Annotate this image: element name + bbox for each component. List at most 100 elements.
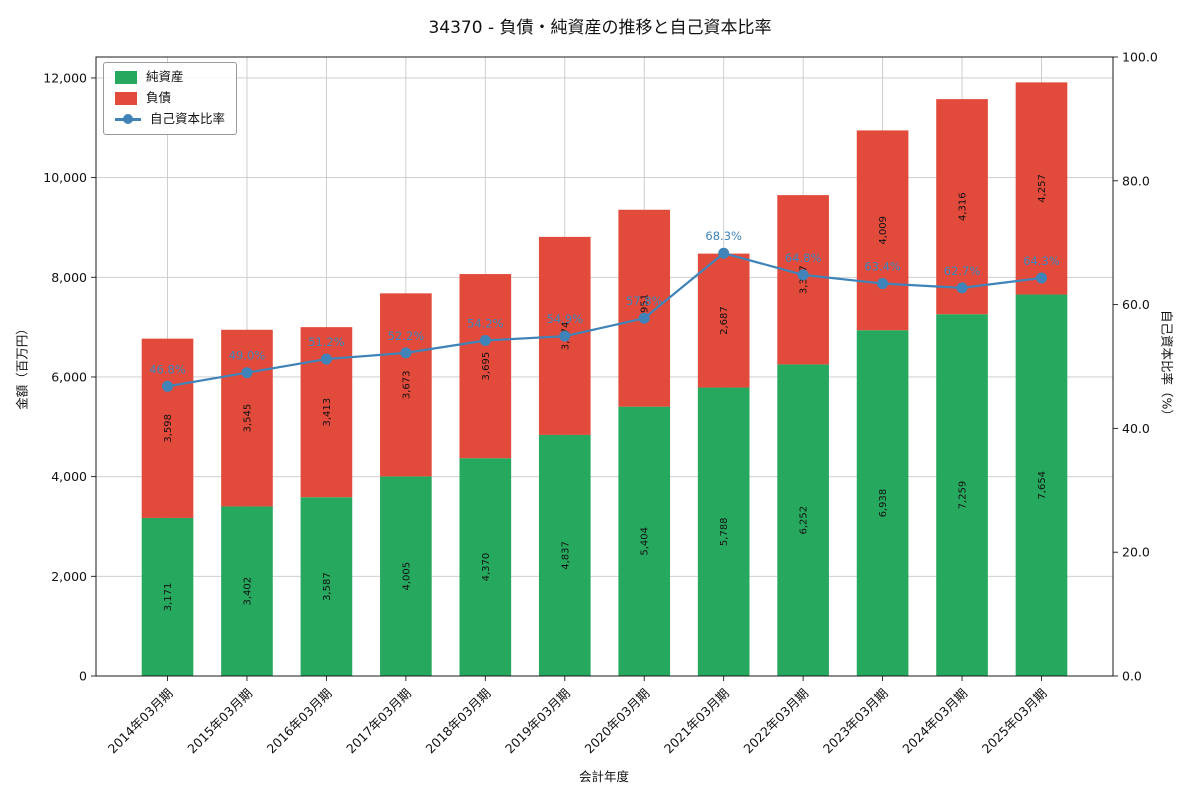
bar-value-labels: 3,171 3,598 3,402 3,545 3,587 3,413 4,005 3,673… <box>163 174 1048 611</box>
bar-segment-liability <box>697 253 750 388</box>
axis-ticks <box>91 56 1118 681</box>
liability-value-label: 3,598 <box>163 414 174 443</box>
legend-label-equity: 純資産 <box>146 69 184 85</box>
ratio-marker <box>400 347 412 359</box>
x-tick-label: 2025年03月期 <box>979 686 1050 757</box>
x-tick-label: 2018年03月期 <box>423 686 494 757</box>
y-axis-right-tick-labels: 0.0 20.0 40.0 60.0 80.0 100.0 <box>1122 50 1158 684</box>
bar-segment-liability <box>459 274 512 459</box>
y-axis-right-title: 自己資本比率（%） <box>1159 310 1175 422</box>
svg-text:10,000: 10,000 <box>43 170 87 185</box>
chart-title: 34370 - 負債・純資産の推移と自己資本比率 <box>428 18 772 38</box>
y-axis-left-title: 金額（百万円） <box>14 322 30 410</box>
bar-segment-equity <box>697 387 750 676</box>
ratio-marker <box>479 335 491 347</box>
bar-segment-liability <box>1015 82 1068 295</box>
ratio-percent-label: 64.8% <box>785 251 822 265</box>
bar-segment-equity <box>936 314 988 676</box>
equity-value-label: 3,587 <box>322 572 333 601</box>
ratio-percent-label: 46.8% <box>149 362 186 376</box>
bar-segment-equity <box>459 458 512 676</box>
ratio-marker <box>638 312 650 324</box>
x-tick-label: 2023年03月期 <box>820 686 891 757</box>
ratio-marker <box>1035 272 1047 284</box>
legend-item-equity: 純資産 <box>115 71 225 84</box>
ratio-percent-labels: 46.8% 49.0% 51.2% 52.2% 54.2% 54.9% 57.8% 68.3%… <box>149 229 1060 376</box>
legend-label-liabilities: 負債 <box>146 90 172 106</box>
x-axis-tick-labels: 2014年03月期 2015年03月期 2016年03月期 2017年03月期 2018… <box>105 686 1050 757</box>
legend: 純資産 負債 自己資本比率 <box>103 62 238 135</box>
equity-value-label: 6,252 <box>799 506 810 535</box>
svg-text:2,000: 2,000 <box>51 569 87 584</box>
x-tick-label: 2021年03月期 <box>661 686 732 757</box>
x-tick-label: 2019年03月期 <box>502 686 573 757</box>
bar-segment-equity <box>618 406 671 676</box>
ratio-percent-label: 64.3% <box>1023 254 1060 268</box>
bar-segment-liability <box>856 130 909 331</box>
svg-text:6,000: 6,000 <box>51 369 87 384</box>
ratio-marker <box>559 330 571 342</box>
x-axis-title: 会計年度 <box>578 769 630 784</box>
bar-segment-equity <box>221 506 273 676</box>
bar-segment-equity <box>141 517 194 676</box>
bar-segment-equity <box>777 364 829 676</box>
equity-value-label: 4,370 <box>481 553 492 582</box>
bar-segment-equity <box>1015 294 1068 676</box>
svg-text:0: 0 <box>79 669 87 684</box>
ratio-percent-label: 63.4% <box>864 260 901 274</box>
liability-value-label: 4,009 <box>878 216 889 245</box>
bars-equity <box>141 294 1068 676</box>
ratio-marker <box>241 367 253 379</box>
bar-segment-liability <box>141 338 194 518</box>
equity-value-label: 3,402 <box>242 577 253 606</box>
ratio-percent-label: 52.2% <box>388 329 425 343</box>
ratio-marker <box>956 282 968 294</box>
equity-value-label: 3,171 <box>163 583 174 612</box>
svg-text:60.0: 60.0 <box>1122 297 1150 312</box>
bar-segment-equity <box>856 330 909 676</box>
ratio-marker <box>718 247 730 259</box>
ratio-line <box>167 252 1042 388</box>
ratio-percent-label: 62.7% <box>944 264 981 278</box>
svg-text:20.0: 20.0 <box>1122 545 1150 560</box>
ratio-marker <box>320 353 332 365</box>
svg-text:12,000: 12,000 <box>43 70 87 85</box>
x-tick-label: 2014年03月期 <box>105 686 176 757</box>
ratio-marker-icon <box>123 114 133 125</box>
ratio-marker <box>797 269 809 281</box>
x-tick-label: 2015年03月期 <box>184 686 255 757</box>
liability-value-label: 2,687 <box>719 306 730 335</box>
ratio-percent-label: 68.3% <box>705 229 742 243</box>
equity-value-label: 4,837 <box>560 541 571 570</box>
ratio-percent-label: 54.9% <box>547 312 584 326</box>
liability-value-label: 3,951 <box>640 294 651 323</box>
plot-border <box>95 56 1114 677</box>
equity-value-label: 4,005 <box>401 562 412 591</box>
x-tick-label: 2016年03月期 <box>264 686 335 757</box>
y-axis-left-tick-labels: 0 2,000 4,000 6,000 8,000 10,000 12,000 <box>43 70 87 683</box>
bar-segment-liability <box>618 209 671 407</box>
ratio-percent-label: 51.2% <box>308 335 345 349</box>
liability-value-label: 3,673 <box>401 371 412 400</box>
equity-swatch-icon <box>115 71 137 84</box>
equity-value-label: 5,404 <box>640 527 651 556</box>
svg-text:4,000: 4,000 <box>51 469 87 484</box>
legend-item-liabilities: 負債 <box>115 92 225 105</box>
liability-swatch-icon <box>115 92 137 105</box>
svg-text:8,000: 8,000 <box>51 270 87 285</box>
equity-value-label: 7,259 <box>958 481 969 510</box>
equity-value-label: 5,788 <box>719 517 730 546</box>
bar-segment-equity <box>538 434 591 676</box>
bar-segment-equity <box>300 497 353 676</box>
x-tick-label: 2020年03月期 <box>581 686 652 757</box>
x-tick-label: 2024年03月期 <box>899 686 970 757</box>
equity-value-label: 6,938 <box>878 489 889 518</box>
liability-value-label: 4,316 <box>958 192 969 221</box>
svg-text:80.0: 80.0 <box>1122 173 1150 188</box>
ratio-percent-label: 57.8% <box>626 294 663 308</box>
bar-segment-liability <box>936 99 988 315</box>
ratio-percent-label: 54.2% <box>467 317 504 331</box>
legend-label-ratio: 自己資本比率 <box>150 111 226 126</box>
